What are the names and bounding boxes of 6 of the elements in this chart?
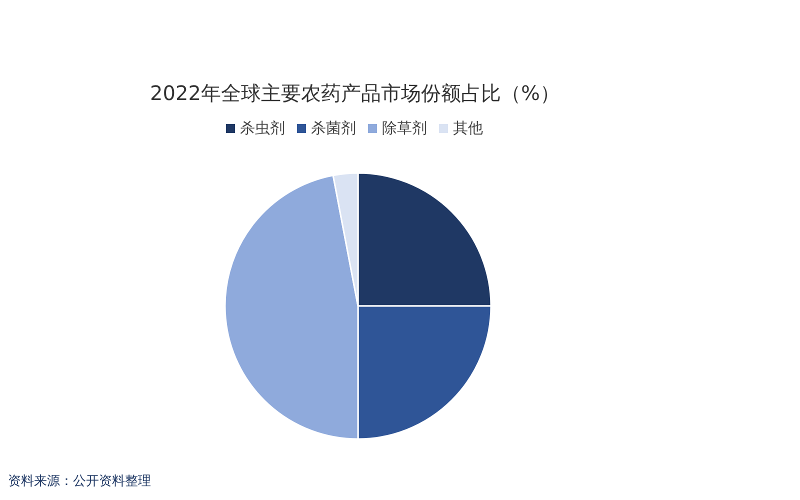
legend-label: 除草剂: [382, 119, 427, 137]
chart-title: 2022年全球主要农药产品市场份额占比（%）: [150, 81, 560, 105]
legend-label: 杀菌剂: [311, 119, 356, 137]
text: 资料来源：公开资料整理: [8, 474, 151, 489]
legend-label: 其他: [453, 119, 483, 137]
legend-label: 杀虫剂: [240, 119, 285, 137]
